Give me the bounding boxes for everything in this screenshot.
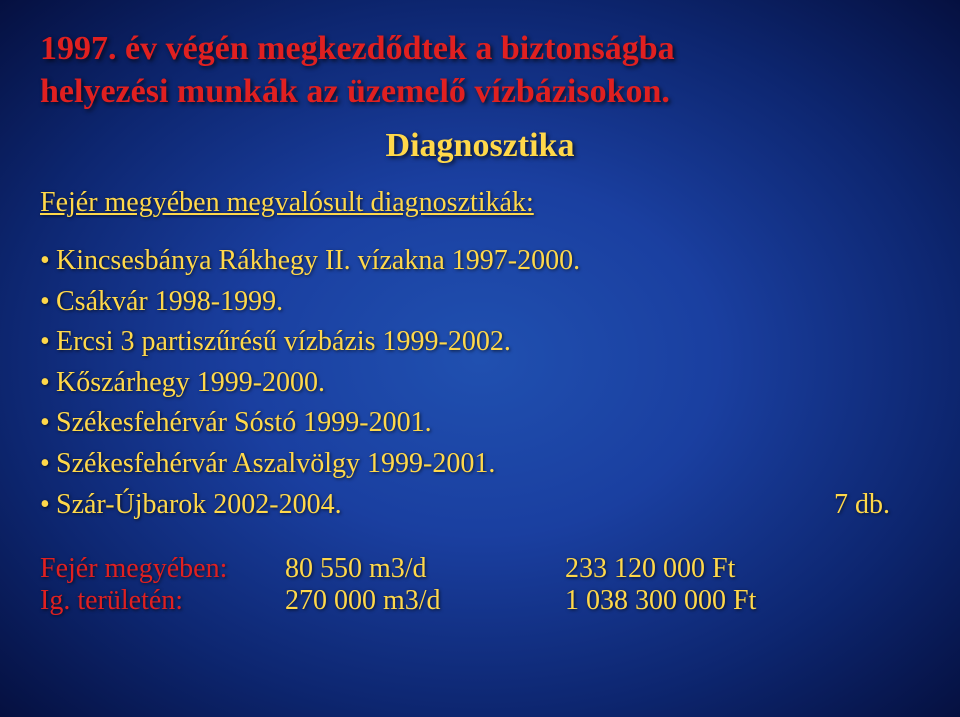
bullet-dot-icon: • xyxy=(40,322,56,363)
bullet-text: Szár-Újbarok 2002-2004. xyxy=(56,485,780,526)
table-row: Ig. területén: 270 000 m3/d 1 038 300 00… xyxy=(40,585,920,617)
title-line-2: helyezési munkák az üzemelő vízbázisokon… xyxy=(40,71,920,114)
bullet-text: Kincsesbánya Rákhegy II. vízakna 1997-20… xyxy=(56,241,780,282)
row-value-1: 270 000 m3/d xyxy=(285,585,565,617)
row-value-2: 233 120 000 Ft xyxy=(565,553,845,585)
bullet-dot-icon: • xyxy=(40,363,56,404)
list-item: • Kőszárhegy 1999-2000. xyxy=(40,363,920,404)
bullet-dot-icon: • xyxy=(40,444,56,485)
bullet-text: Csákvár 1998-1999. xyxy=(56,282,780,323)
list-item: • Ercsi 3 partiszűrésű vízbázis 1999-200… xyxy=(40,322,920,363)
bullet-right xyxy=(780,444,920,485)
section-heading: Fejér megyében megvalósult diagnosztikák… xyxy=(40,187,920,219)
slide: 1997. év végén megkezdődtek a biztonságb… xyxy=(0,0,960,717)
bullet-dot-icon: • xyxy=(40,282,56,323)
row-label: Fejér megyében: xyxy=(40,553,285,585)
bullet-dot-icon: • xyxy=(40,241,56,282)
bullet-right xyxy=(780,282,920,323)
table-row: Fejér megyében: 80 550 m3/d 233 120 000 … xyxy=(40,553,920,585)
title-line-1: 1997. év végén megkezdődtek a biztonságb… xyxy=(40,28,920,71)
bullet-right xyxy=(780,403,920,444)
slide-subtitle: Diagnosztika xyxy=(40,127,920,165)
bullet-right xyxy=(780,241,920,282)
row-value-1: 80 550 m3/d xyxy=(285,553,565,585)
bullet-text: Székesfehérvár Sóstó 1999-2001. xyxy=(56,403,780,444)
bullet-right xyxy=(780,322,920,363)
list-item: • Kincsesbánya Rákhegy II. vízakna 1997-… xyxy=(40,241,920,282)
list-item: • Szár-Újbarok 2002-2004. 7 db. xyxy=(40,485,920,526)
bullet-dot-icon: • xyxy=(40,485,56,526)
bullet-list: • Kincsesbánya Rákhegy II. vízakna 1997-… xyxy=(40,241,920,525)
list-item: • Székesfehérvár Aszalvölgy 1999-2001. xyxy=(40,444,920,485)
bullet-right xyxy=(780,363,920,404)
bullet-text: Kőszárhegy 1999-2000. xyxy=(56,363,780,404)
list-item: • Székesfehérvár Sóstó 1999-2001. xyxy=(40,403,920,444)
row-value-2: 1 038 300 000 Ft xyxy=(565,585,845,617)
bullet-right: 7 db. xyxy=(780,485,920,526)
bullet-text: Székesfehérvár Aszalvölgy 1999-2001. xyxy=(56,444,780,485)
slide-title: 1997. év végén megkezdődtek a biztonságb… xyxy=(40,28,920,113)
bullet-dot-icon: • xyxy=(40,403,56,444)
summary-table: Fejér megyében: 80 550 m3/d 233 120 000 … xyxy=(40,553,920,617)
row-label: Ig. területén: xyxy=(40,585,285,617)
list-item: • Csákvár 1998-1999. xyxy=(40,282,920,323)
bullet-text: Ercsi 3 partiszűrésű vízbázis 1999-2002. xyxy=(56,322,780,363)
